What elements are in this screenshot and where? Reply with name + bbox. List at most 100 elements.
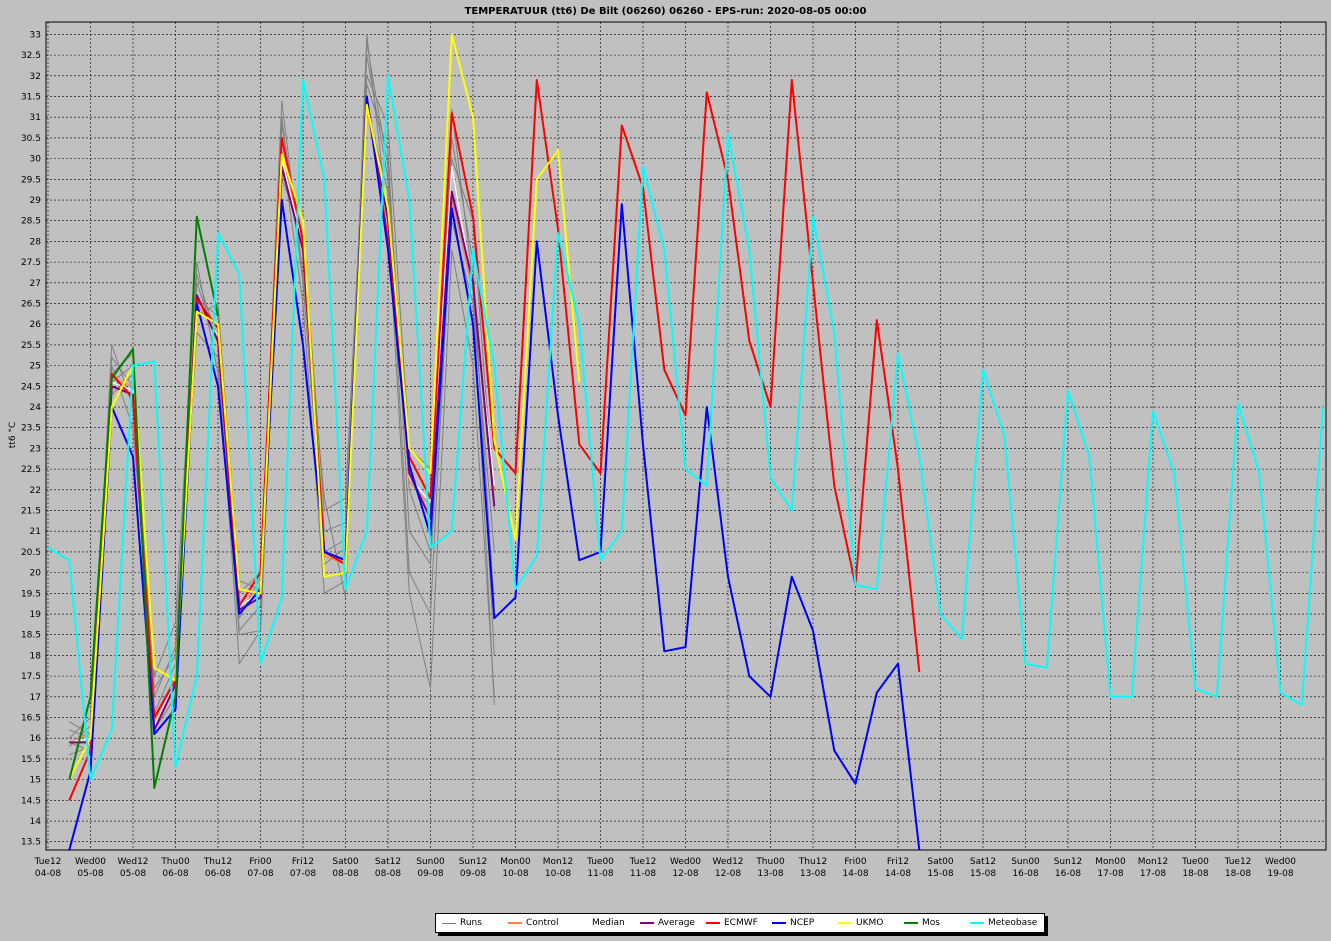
x-tick-date: 16-08: [1012, 869, 1038, 879]
x-tick-day: Tue12: [34, 857, 62, 867]
x-tick-day: Mon00: [1095, 857, 1126, 867]
ukmo-line: [68, 33, 581, 781]
x-tick-day: Tue00: [586, 857, 614, 867]
y-tick-label: 32: [30, 72, 41, 82]
x-tick-date: 09-08: [417, 869, 443, 879]
y-tick-label: 13.5: [21, 838, 41, 848]
x-tick-date: 15-08: [970, 869, 996, 879]
x-tick-day: Wed00: [75, 857, 106, 867]
y-tick-label: 23: [30, 444, 41, 454]
y-tick-label: 25.5: [21, 341, 41, 351]
y-tick-label: 21: [30, 527, 41, 537]
y-tick-label: 28.5: [21, 217, 41, 227]
grid: [46, 22, 1326, 850]
x-axis: Tue12 04-08 Wed00 05-08 Wed12 05-08 Thu00 06-08…: [34, 857, 1297, 879]
x-tick-date: 11-08: [630, 869, 656, 879]
y-tick-label: 22.5: [21, 465, 41, 475]
y-tick-label: 20: [30, 569, 42, 579]
x-tick-day: Sat00: [927, 857, 953, 867]
y-tick-label: 27: [30, 279, 41, 289]
x-tick-day: Thu00: [755, 857, 785, 867]
y-tick-label: 19.5: [21, 589, 41, 599]
meteobase-line: [47, 74, 1324, 781]
legend-swatch: [640, 922, 654, 924]
legend-swatch: [904, 922, 918, 924]
y-tick-label: 23.5: [21, 424, 41, 434]
legend-label: Control: [526, 918, 559, 928]
x-tick-day: Thu00: [160, 857, 190, 867]
legend-item-mos: Mos: [904, 918, 964, 928]
mos-line: [68, 215, 219, 789]
legend-item-average: Average: [640, 918, 700, 928]
plot-area: 13.5 14 14.5 15 15.5 16 16.5 17 17.5 18 18.5 19 19.5…: [21, 21, 1327, 879]
legend-label: ECMWF: [724, 918, 758, 928]
x-tick-day: Thu12: [798, 857, 827, 867]
x-tick-date: 14-08: [885, 869, 911, 879]
x-tick-date: 14-08: [842, 869, 868, 879]
legend-label: Mos: [922, 918, 940, 928]
y-tick-label: 33: [30, 30, 41, 40]
x-tick-date: 16-08: [1055, 869, 1081, 879]
y-tick-label: 15: [30, 776, 41, 786]
y-tick-label: 24: [30, 403, 42, 413]
y-tick-label: 31.5: [21, 93, 41, 103]
legend-swatch: [970, 922, 984, 924]
x-tick-date: 07-08: [290, 869, 316, 879]
legend-label: Average: [658, 918, 695, 928]
x-tick-date: 17-08: [1097, 869, 1123, 879]
x-tick-day: Sun00: [1011, 857, 1040, 867]
y-tick-label: 29: [30, 196, 42, 206]
x-tick-date: 06-08: [205, 869, 231, 879]
y-tick-label: 18: [30, 651, 42, 661]
x-tick-date: 09-08: [460, 869, 486, 879]
x-tick-date: 19-08: [1267, 869, 1293, 879]
legend-label: NCEP: [790, 918, 815, 928]
series-layer: [47, 33, 1324, 850]
legend-item-control: Control: [508, 918, 568, 928]
x-tick-day: Sat12: [970, 857, 996, 867]
y-tick-label: 27.5: [21, 258, 41, 268]
y-tick-label: 17.5: [21, 672, 41, 682]
legend-swatch: [706, 922, 720, 924]
x-tick-day: Tue12: [629, 857, 657, 867]
x-tick-date: 12-08: [715, 869, 741, 879]
legend-item-median: Median: [574, 918, 634, 928]
y-tick-label: 15.5: [21, 755, 41, 765]
y-tick-label: 16.5: [21, 714, 41, 724]
y-tick-label: 26.5: [21, 300, 41, 310]
y-tick-label: 20.5: [21, 548, 41, 558]
x-tick-day: Mon00: [500, 857, 531, 867]
y-tick-label: 22: [30, 486, 41, 496]
y-tick-label: 29.5: [21, 175, 41, 185]
y-tick-label: 32.5: [21, 51, 41, 61]
x-tick-date: 13-08: [800, 869, 826, 879]
x-tick-date: 13-08: [757, 869, 783, 879]
legend-item-ukmo: UKMO: [838, 918, 898, 928]
x-tick-day: Fri12: [887, 857, 909, 867]
x-tick-date: 08-08: [375, 869, 401, 879]
legend-swatch: [442, 922, 456, 924]
legend-item-runs: Runs: [442, 918, 502, 928]
x-tick-day: Mon12: [543, 857, 573, 867]
y-tick-label: 25: [30, 362, 41, 372]
y-tick-label: 14.5: [21, 796, 41, 806]
x-tick-date: 15-08: [927, 869, 953, 879]
ncep-line: [68, 95, 921, 850]
legend-item-meteobase: Meteobase: [970, 918, 1037, 928]
x-tick-date: 17-08: [1140, 869, 1166, 879]
legend-item-ecmwf: ECMWF: [706, 918, 766, 928]
y-tick-label: 26: [30, 320, 42, 330]
x-tick-date: 12-08: [672, 869, 698, 879]
x-tick-date: 06-08: [162, 869, 188, 879]
x-tick-date: 10-08: [545, 869, 571, 879]
x-tick-date: 10-08: [502, 869, 528, 879]
legend-item-ncep: NCEP: [772, 918, 832, 928]
x-tick-day: Wed12: [117, 857, 148, 867]
x-tick-day: Tue00: [1181, 857, 1209, 867]
chart-title: TEMPERATUUR (tt6) De Bilt (06260) 06260 …: [464, 6, 867, 17]
x-tick-day: Fri00: [249, 857, 271, 867]
y-tick-label: 19: [30, 610, 42, 620]
ecmwf-line: [68, 79, 921, 801]
legend-swatch: [574, 922, 588, 924]
y-tick-label: 17: [30, 693, 41, 703]
